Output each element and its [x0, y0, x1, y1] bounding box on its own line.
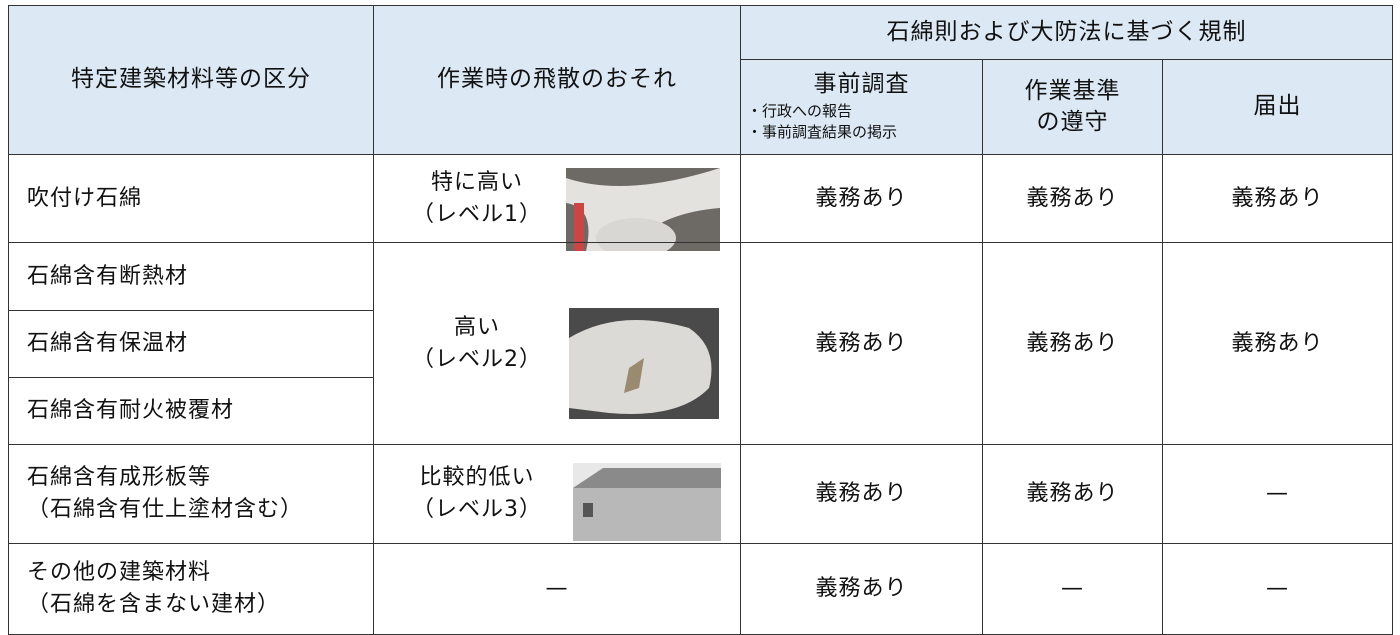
material: 吹付け石綿 — [27, 185, 143, 211]
cell: 義務あり — [740, 543, 983, 635]
header-cell: 事前調査 ・行政への報告 ・事前調査結果の掲示 — [740, 59, 983, 155]
material: その他の建築材料 — [27, 560, 212, 586]
header-cell: 作業基準 の遵守 — [982, 59, 1163, 155]
cell: 義務あり — [982, 242, 1163, 445]
header-text: 作業時の飛散のおそれ — [437, 66, 677, 93]
material: 石綿含有成形板等 — [27, 465, 212, 491]
survey: 義務あり — [815, 481, 908, 507]
standard: 義務あり — [1026, 185, 1119, 211]
risk-cell: 特に高い （レベル1） — [373, 154, 741, 251]
material: 石綿含有断熱材 — [27, 263, 189, 289]
material-cell: 石綿含有断熱材 — [8, 242, 374, 311]
survey: 義務あり — [815, 330, 908, 356]
material-cell: 石綿含有耐火被覆材 — [8, 377, 374, 445]
risk: 高い （レベル2） — [412, 312, 542, 376]
material-cell: 石綿含有保温材 — [8, 310, 374, 378]
notice: — — [1266, 576, 1289, 602]
material-cell: 石綿含有成形板等 （石綿含有仕上塗材含む） — [8, 444, 374, 544]
cell: 義務あり — [982, 444, 1163, 544]
header-text: 作業基準 — [1024, 77, 1121, 104]
survey: 義務あり — [815, 185, 908, 211]
risk-text: 特に高い — [430, 169, 523, 195]
material: （石綿含有仕上塗材含む） — [27, 497, 304, 522]
cell: 義務あり — [740, 154, 983, 243]
risk-text: — — [545, 576, 569, 602]
notice: — — [1266, 481, 1289, 507]
cell: 義務あり — [1162, 154, 1393, 243]
material: 石綿含有耐火被覆材 — [27, 398, 235, 424]
risk: 比較的低い （レベル3） — [412, 462, 542, 526]
cell: — — [982, 543, 1163, 635]
header-note: ・行政への報告 — [747, 102, 853, 121]
risk-cell: — — [373, 543, 741, 635]
risk: 特に高い （レベル1） — [412, 167, 542, 231]
notice: 義務あり — [1231, 330, 1324, 356]
material-cell: 吹付け石綿 — [8, 154, 374, 243]
cell: 義務あり — [982, 154, 1163, 243]
standard: 義務あり — [1026, 481, 1119, 507]
header-text: 届出 — [1253, 93, 1302, 120]
risk-cell: 比較的低い （レベル3） — [373, 444, 741, 544]
header-group: 石綿則および大防法に基づく規制 — [740, 5, 1393, 60]
risk-text: （レベル1） — [412, 201, 542, 227]
standard: — — [1061, 576, 1084, 602]
header-cell: 特定建築材料等の区分 — [8, 5, 374, 155]
risk-cell: 高い （レベル2） — [373, 242, 741, 445]
risk-text: 比較的低い — [419, 465, 535, 491]
risk-text: 高い — [453, 314, 500, 340]
photo-sprayed-asbestos — [566, 168, 720, 251]
notice: 義務あり — [1231, 185, 1324, 211]
material: 石綿含有保温材 — [27, 331, 189, 357]
material-cell: その他の建築材料 （石綿を含まない建材） — [8, 543, 374, 635]
photo-building — [573, 463, 721, 541]
header-text: 特定建築材料等の区分 — [71, 66, 311, 93]
cell: 義務あり — [740, 242, 983, 445]
cell: — — [1162, 543, 1393, 635]
survey: 義務あり — [815, 576, 908, 602]
cell: 義務あり — [740, 444, 983, 544]
header-text: の遵守 — [1036, 109, 1109, 135]
header-text: 事前調査 — [813, 71, 910, 98]
photo-insulation — [569, 308, 719, 419]
standard: 義務あり — [1026, 330, 1119, 356]
header-note: ・事前調査結果の掲示 — [747, 123, 898, 142]
header-cell: 作業時の飛散のおそれ — [373, 5, 741, 155]
risk-text: （レベル3） — [412, 497, 542, 522]
header-cell: 届出 — [1162, 59, 1393, 155]
risk-text: （レベル2） — [412, 346, 542, 372]
header-text: 石綿則および大防法に基づく規制 — [886, 18, 1247, 45]
cell: — — [1162, 444, 1393, 544]
cell: 義務あり — [1162, 242, 1393, 445]
material: （石綿を含まない建材） — [27, 592, 281, 617]
